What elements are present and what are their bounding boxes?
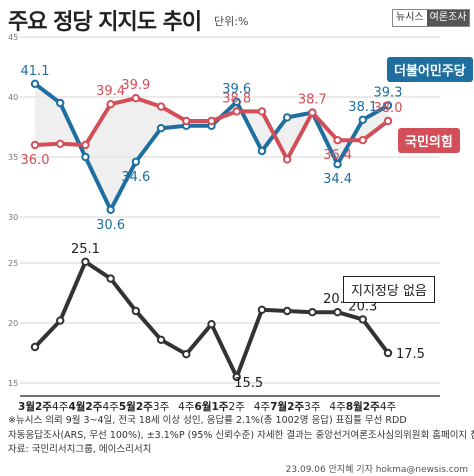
data-point: [383, 348, 393, 358]
data-point: [358, 136, 367, 145]
party-support-chart: 30 35 40 45 41.1 30.6 34.6 39.6 34.4 38.139.3 36.0…: [8, 33, 440, 233]
x-tick-label: 4주: [52, 401, 69, 413]
data-point: [56, 316, 65, 325]
data-label: 41.1: [21, 64, 50, 79]
data-point: [383, 116, 393, 126]
x-tick-label: 6월1주: [195, 400, 229, 413]
data-label: 39.4: [96, 84, 125, 99]
x-tick-label: 2주: [229, 401, 246, 413]
data-point: [30, 342, 40, 352]
data-label: 39.3: [374, 85, 403, 100]
footnote-line-1: ※뉴시스 의뢰 9월 3~4일, 전국 18세 이상 성인, 응답률 2.1%(…: [8, 415, 407, 426]
data-point: [333, 308, 342, 317]
brand-right: 여론조사: [426, 10, 470, 26]
data-point: [358, 315, 367, 324]
legend-no-party: 지지정당 없음: [343, 276, 435, 303]
y-tick-label: 35: [8, 153, 18, 162]
series-line: [33, 259, 390, 379]
x-tick-label: 4주: [329, 401, 346, 413]
footnote-line-3: 자료: 국민리서치그룹, 에이스리서치: [8, 444, 152, 455]
data-point: [156, 102, 166, 111]
data-label: 39.6: [222, 82, 251, 97]
data-point: [358, 115, 367, 125]
data-label: 38.8: [222, 91, 251, 106]
legend-people-power-party: 국민의힘: [398, 128, 460, 153]
data-point: [257, 107, 267, 116]
data-point: [56, 139, 65, 149]
data-point: [232, 372, 241, 382]
page-title: 주요 정당 지지도 추이: [8, 10, 202, 35]
data-label: 38.1: [348, 100, 377, 115]
y-tick-label: 25: [8, 259, 18, 268]
data-point: [333, 136, 342, 145]
data-point: [30, 140, 40, 150]
y-tick-label: 30: [8, 213, 18, 222]
data-point: [106, 100, 115, 109]
data-label: 38.0: [374, 101, 403, 116]
y-tick-label: 45: [8, 33, 18, 42]
x-tick-label: 3주: [153, 401, 170, 413]
data-label: 34.4: [323, 172, 352, 187]
data-point: [232, 97, 241, 107]
data-point: [282, 113, 292, 122]
footnote: ※뉴시스 의뢰 9월 3~4일, 전국 18세 이상 성인, 응답률 2.1%(…: [8, 414, 474, 458]
data-point: [282, 306, 292, 316]
data-point: [308, 308, 317, 317]
data-point: [257, 146, 267, 156]
data-label: 38.7: [298, 93, 327, 108]
x-tick-label: 3월2주: [18, 400, 52, 413]
data-label: 25.1: [71, 242, 100, 257]
data-point: [131, 94, 141, 103]
data-point: [156, 335, 166, 345]
x-tick-label: 4주: [254, 401, 271, 413]
x-tick-label: 8월2주: [346, 400, 380, 413]
data-point: [182, 350, 191, 359]
data-label: 30.6: [96, 218, 125, 233]
x-tick-label: 3주: [304, 401, 321, 413]
x-tick-label: 7월2주: [270, 400, 304, 413]
brand-badge: 뉴시스 여론조사: [392, 9, 471, 27]
credit-line: 23.09.06 안지혜 기자 hokma@newsis.com: [285, 465, 468, 475]
data-point: [257, 305, 267, 315]
data-point: [106, 274, 115, 283]
data-point: [81, 257, 90, 266]
legend-democratic-party: 더불어민주당: [387, 57, 473, 82]
data-point: [383, 101, 393, 110]
data-point: [131, 157, 141, 167]
data-point: [81, 152, 90, 162]
data-point: [56, 98, 65, 108]
data-point: [81, 140, 90, 150]
x-tick-label: 4주: [380, 401, 397, 413]
data-point: [106, 205, 115, 215]
data-point: [182, 116, 191, 126]
data-point: [30, 79, 40, 89]
x-axis: 3월2주 4주 4월2주 4주 5월2주 3주 4주 6월1주 2주 4주 7월2주 3주 4주 8월2주…: [18, 395, 440, 413]
data-point: [207, 320, 216, 329]
y-tick-label: 40: [8, 93, 18, 102]
data-label: 15.5: [234, 376, 263, 391]
x-tick-label: 4월2주: [68, 400, 102, 413]
data-point: [207, 116, 216, 126]
data-point: [282, 155, 292, 164]
data-label: 20.3: [348, 299, 377, 314]
y-tick-label: 20: [8, 319, 18, 328]
x-tick-label: 5월2주: [119, 400, 153, 413]
unit-label: 단위:%: [214, 15, 249, 28]
data-label: 36.4: [323, 148, 352, 163]
data-label: 17.5: [396, 347, 425, 362]
data-label: 36.0: [21, 153, 50, 168]
data-point: [308, 108, 317, 117]
data-label: 34.6: [121, 170, 150, 185]
y-tick-label: 15: [8, 379, 18, 388]
footnote-line-2: 자동응답조사(ARS, 무선 100%), ±3.1%P (95% 신뢰수준) …: [8, 429, 474, 441]
x-tick-label: 4주: [102, 401, 119, 413]
data-point: [131, 306, 141, 316]
data-point: [232, 107, 241, 116]
data-point: [156, 124, 166, 133]
brand-left: 뉴시스: [393, 10, 427, 26]
data-point: [333, 160, 342, 169]
data-label: 39.9: [121, 78, 150, 93]
x-tick-label: 4주: [178, 401, 195, 413]
